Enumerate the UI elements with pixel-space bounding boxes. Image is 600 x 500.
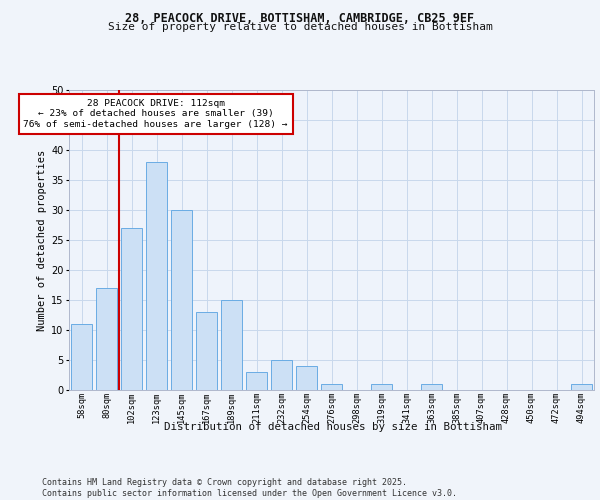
Bar <box>371 384 392 390</box>
Text: Contains HM Land Registry data © Crown copyright and database right 2025.
Contai: Contains HM Land Registry data © Crown c… <box>42 478 457 498</box>
Bar <box>96 288 117 390</box>
Bar <box>121 228 142 390</box>
Bar <box>246 372 267 390</box>
Y-axis label: Number of detached properties: Number of detached properties <box>37 150 47 330</box>
Bar <box>571 384 592 390</box>
Bar <box>421 384 442 390</box>
Bar <box>271 360 292 390</box>
Bar <box>196 312 217 390</box>
Bar <box>296 366 317 390</box>
Text: 28, PEACOCK DRIVE, BOTTISHAM, CAMBRIDGE, CB25 9EF: 28, PEACOCK DRIVE, BOTTISHAM, CAMBRIDGE,… <box>125 12 475 26</box>
Bar <box>71 324 92 390</box>
Bar <box>146 162 167 390</box>
Text: Size of property relative to detached houses in Bottisham: Size of property relative to detached ho… <box>107 22 493 32</box>
Bar <box>171 210 192 390</box>
Bar <box>321 384 342 390</box>
Text: Distribution of detached houses by size in Bottisham: Distribution of detached houses by size … <box>164 422 502 432</box>
Bar <box>221 300 242 390</box>
Text: 28 PEACOCK DRIVE: 112sqm
← 23% of detached houses are smaller (39)
76% of semi-d: 28 PEACOCK DRIVE: 112sqm ← 23% of detach… <box>23 99 288 129</box>
